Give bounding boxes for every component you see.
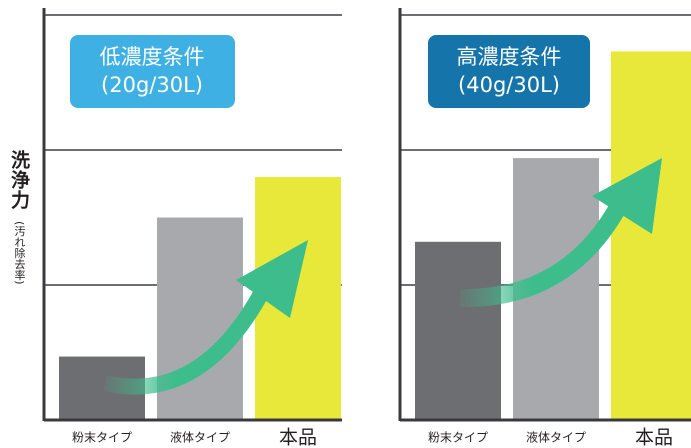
badge-box (428, 35, 590, 108)
badge-low: 低濃度条件 (20g/30L) (70, 35, 235, 108)
badge-high: 高濃度条件 (40g/30L) (428, 35, 590, 108)
bar (415, 241, 501, 420)
x-tick-label: 本品 (279, 427, 317, 448)
badge-box (70, 35, 235, 108)
x-tick-label: 粉末タイプ (428, 431, 488, 445)
badge-subtitle: (40g/30L) (458, 73, 560, 97)
arrow-head (592, 158, 662, 234)
badge-subtitle: (20g/30L) (101, 73, 203, 97)
y-axis-label: 洗浄力 (汚れ除去率) (6, 150, 33, 285)
badge-title: 高濃度条件 (457, 45, 562, 69)
arrow-high (459, 158, 662, 308)
arrow-head (236, 240, 308, 318)
y-label: 洗浄力 (8, 150, 30, 210)
x-tick-label: 液体タイプ (170, 430, 230, 445)
x-tick-label: 本品 (635, 427, 673, 448)
arrow-low (103, 240, 308, 395)
arrow-shaft (459, 195, 630, 308)
panel-high: 粉末タイプ 液体タイプ 本品 (398, 8, 691, 448)
x-tick-label: 液体タイプ (526, 430, 586, 445)
x-tick-label: 粉末タイプ (72, 431, 132, 445)
bar (611, 51, 691, 420)
arrow-shaft (103, 288, 270, 395)
y-label-note: (汚れ除去率) (13, 221, 26, 285)
badge-title: 低濃度条件 (100, 45, 205, 69)
